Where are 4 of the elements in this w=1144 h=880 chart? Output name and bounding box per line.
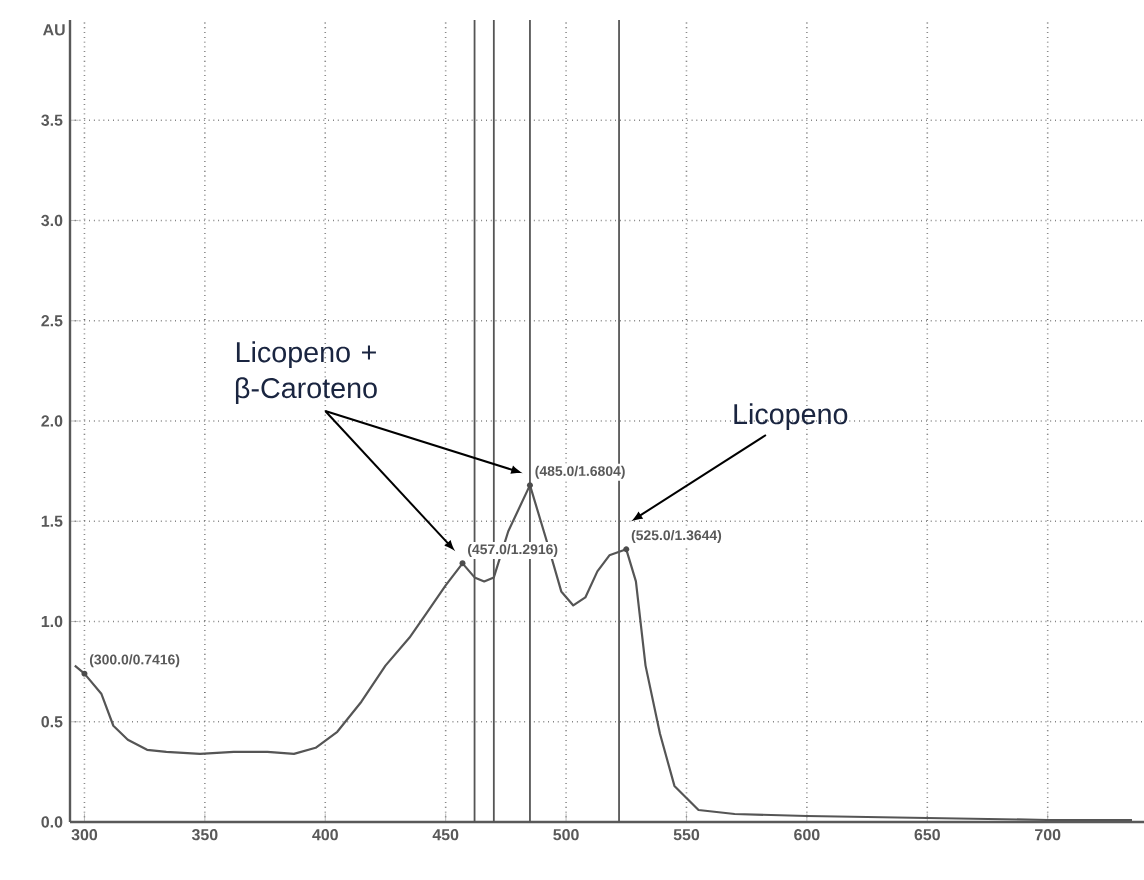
annotation: Licopeno	[734, 403, 848, 431]
annotation: Licopeno + β-Caroteno	[235, 341, 377, 404]
point	[81, 670, 88, 677]
point	[623, 546, 630, 553]
